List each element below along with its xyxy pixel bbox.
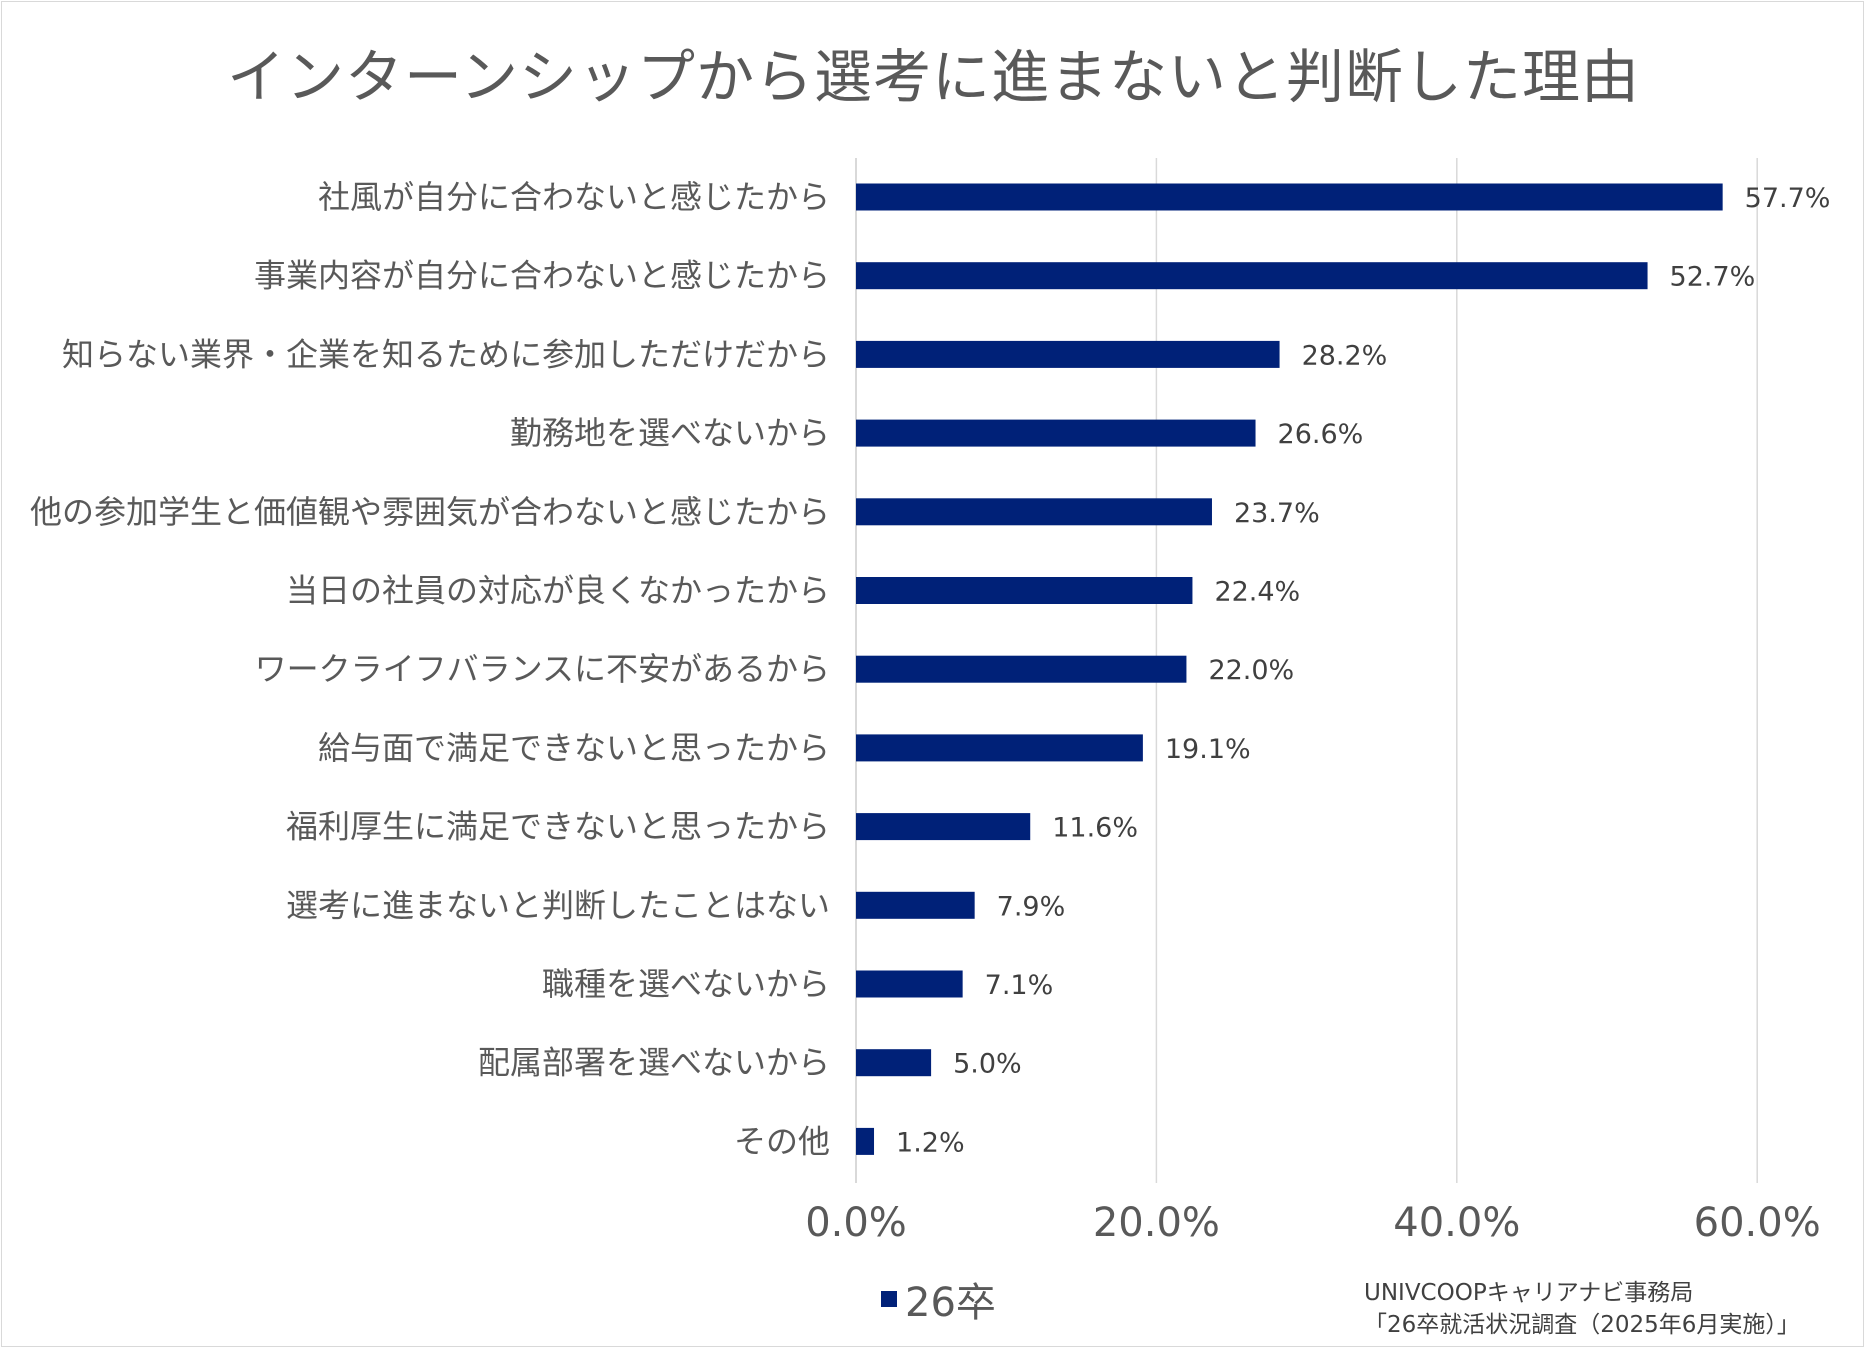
legend: 26卒 — [881, 1270, 996, 1328]
data-label: 22.0% — [1208, 655, 1294, 686]
category-label: 選考に進まないと判断したことはない — [286, 886, 830, 924]
data-label: 28.2% — [1302, 340, 1388, 371]
category-label: 勤務地を選べないから — [510, 414, 830, 452]
x-tick-label: 20.0% — [1093, 1200, 1220, 1246]
category-label: 知らない業界・企業を知るために参加しただけだから — [62, 335, 830, 373]
value-labels: 57.7% 52.7% 28.2% 26.6% 23.7% 22.4% 22.0% 19.1%… — [896, 183, 1830, 1158]
data-label: 7.9% — [997, 891, 1066, 922]
legend-label: 26卒 — [905, 1280, 996, 1326]
data-label: 22.4% — [1214, 577, 1300, 608]
category-label: 配属部署を選べないから — [478, 1044, 830, 1082]
bar — [856, 340, 1280, 368]
data-label: 23.7% — [1234, 498, 1320, 529]
bar — [856, 734, 1143, 762]
category-label: 福利厚生に満足できないと思ったから — [286, 808, 830, 846]
bar — [856, 970, 963, 998]
x-tick-label: 60.0% — [1694, 1200, 1821, 1246]
data-label: 26.6% — [1278, 419, 1364, 450]
category-label: 職種を選べないから — [542, 965, 830, 1003]
category-label: 当日の社員の対応が良くなかったから — [286, 572, 830, 610]
data-label: 57.7% — [1745, 183, 1831, 214]
plot-area: 社風が自分に合わないと感じたから事業内容が自分に合わないと感じたから知らない業界… — [30, 158, 1830, 1246]
bars — [856, 183, 1723, 1155]
bar — [856, 813, 1031, 841]
source-line-2: 「26卒就活状況調査（2025年6月実施）」 — [1364, 1312, 1800, 1338]
bar — [856, 183, 1723, 211]
source-note: UNIVCOOPキャリアナビ事務局 「26卒就活状況調査（2025年6月実施）」 — [1364, 1277, 1800, 1341]
bar — [856, 419, 1256, 447]
category-label: 社風が自分に合わないと感じたから — [318, 178, 830, 216]
bar — [856, 655, 1187, 683]
chart-title: インターンシップから選考に進まないと判断した理由 — [226, 43, 1641, 111]
data-label: 19.1% — [1165, 734, 1251, 765]
bar — [856, 498, 1212, 526]
bar — [856, 262, 1648, 290]
bar — [856, 577, 1193, 604]
data-label: 11.6% — [1052, 813, 1138, 844]
bar — [856, 1127, 875, 1155]
category-label: 事業内容が自分に合わないと感じたから — [254, 257, 830, 295]
data-label: 1.2% — [896, 1127, 965, 1158]
bar — [856, 891, 975, 919]
legend-swatch — [881, 1291, 897, 1307]
source-line-1: UNIVCOOPキャリアナビ事務局 — [1364, 1280, 1694, 1306]
category-label: 給与面で満足できないと思ったから — [318, 729, 830, 767]
data-label: 7.1% — [985, 970, 1054, 1001]
x-tick-labels: 0.0% 20.0% 40.0% 60.0% — [805, 1200, 1821, 1246]
bar — [856, 1049, 932, 1077]
data-label: 5.0% — [953, 1049, 1022, 1080]
category-label: その他 — [734, 1122, 830, 1160]
x-tick-label: 40.0% — [1393, 1200, 1520, 1246]
category-labels: 社風が自分に合わないと感じたから事業内容が自分に合わないと感じたから知らない業界… — [30, 178, 830, 1160]
x-tick-label: 0.0% — [805, 1200, 907, 1246]
data-label: 52.7% — [1670, 262, 1756, 293]
category-label: 他の参加学生と価値観や雰囲気が合わないと感じたから — [30, 493, 830, 531]
category-label: ワークライフバランスに不安があるから — [255, 650, 830, 688]
